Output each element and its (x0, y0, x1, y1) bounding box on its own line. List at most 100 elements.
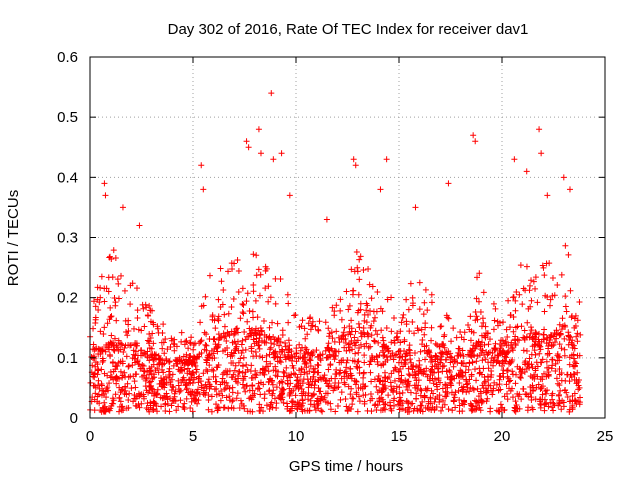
roti-point (568, 339, 575, 346)
roti-point (395, 367, 402, 374)
roti-point (100, 331, 107, 338)
chart-title: Day 302 of 2016, Rate Of TEC Index for r… (168, 21, 529, 38)
roti-point (151, 399, 158, 406)
roti-point (462, 369, 469, 376)
roti-point (214, 407, 221, 414)
roti-point (544, 387, 551, 394)
roti-point (131, 355, 138, 362)
roti-point (567, 287, 574, 294)
roti-point (463, 389, 470, 396)
roti-point (491, 317, 498, 324)
roti-point (294, 374, 301, 381)
x-tick-label: 5 (189, 428, 197, 445)
roti-point (356, 364, 363, 371)
roti-point (430, 390, 437, 397)
roti-point (469, 385, 476, 392)
roti-point (115, 295, 122, 302)
roti-point (284, 381, 291, 388)
roti-point (342, 395, 349, 402)
roti-point (400, 363, 407, 370)
roti-point (496, 381, 503, 388)
roti-point (461, 399, 468, 406)
roti-point (549, 292, 556, 299)
roti-point (405, 306, 412, 313)
roti-point (396, 347, 403, 354)
roti-point (394, 336, 401, 343)
roti-point (361, 311, 368, 318)
roti-point (235, 369, 242, 376)
roti-point (318, 393, 325, 400)
roti-point (153, 391, 160, 398)
roti-point (422, 356, 429, 363)
roti-point (550, 407, 557, 414)
roti-point (557, 387, 564, 394)
roti-point (477, 309, 484, 316)
roti-point (541, 272, 548, 279)
roti-point (106, 316, 113, 323)
roti-point (413, 395, 420, 402)
roti-point (215, 404, 222, 411)
roti-point (559, 397, 566, 404)
roti-point (428, 366, 435, 373)
roti-point (313, 347, 320, 354)
roti-point (540, 264, 547, 271)
roti-point (567, 372, 574, 379)
roti-point (235, 267, 242, 274)
roti-point (508, 358, 515, 365)
roti-point (431, 363, 438, 370)
roti-point (356, 369, 363, 376)
roti-point (540, 331, 547, 338)
roti-point (368, 408, 375, 415)
roti-point (299, 408, 306, 415)
roti-point (103, 394, 110, 401)
roti-point (250, 353, 257, 360)
roti-point (543, 373, 550, 380)
y-tick-label: 0 (70, 410, 78, 427)
roti-point (355, 291, 362, 298)
roti-point (198, 162, 205, 169)
roti-point (457, 328, 464, 335)
roti-point (290, 387, 297, 394)
roti-point (497, 341, 504, 348)
roti-point (285, 337, 292, 344)
roti-point (321, 394, 328, 401)
roti-point (421, 343, 428, 350)
roti-point (442, 356, 449, 363)
roti-point (458, 360, 465, 367)
roti-point (305, 320, 312, 327)
roti-point (164, 396, 171, 403)
roti-point (94, 296, 101, 303)
roti-point (462, 363, 469, 370)
roti-point (394, 330, 401, 337)
roti-point (570, 351, 577, 358)
roti-point (500, 367, 507, 374)
roti-point (256, 345, 263, 352)
roti-point (256, 292, 263, 299)
roti-point (144, 368, 151, 375)
roti-point (231, 367, 238, 374)
roti-point (455, 352, 462, 359)
roti-point (523, 168, 530, 175)
roti-point (413, 377, 420, 384)
roti-point (370, 318, 377, 325)
roti-point (331, 356, 338, 363)
roti-point (144, 400, 151, 407)
roti-point (116, 408, 123, 415)
roti-point (428, 337, 435, 344)
roti-point (224, 351, 231, 358)
roti-point (570, 363, 577, 370)
roti-point (117, 368, 124, 375)
roti-point (361, 400, 368, 407)
roti-point (544, 351, 551, 358)
roti-point (555, 391, 562, 398)
roti-point (154, 408, 161, 415)
roti-point (391, 337, 398, 344)
roti-point (437, 407, 444, 414)
roti-point (531, 371, 538, 378)
roti-point (353, 363, 360, 370)
roti-point (470, 132, 477, 139)
roti-point (476, 365, 483, 372)
roti-point (278, 378, 285, 385)
roti-point (101, 298, 108, 305)
roti-point (532, 285, 539, 292)
